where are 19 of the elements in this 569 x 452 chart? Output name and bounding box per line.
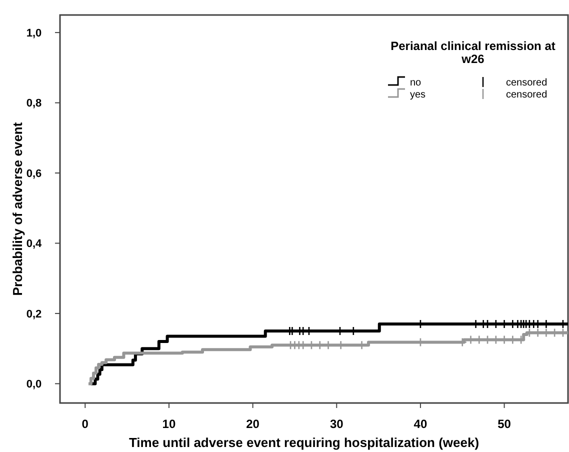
x-tick-label: 50 <box>498 417 512 431</box>
legend-label: censored <box>506 90 548 100</box>
legend-label: censored <box>506 78 548 88</box>
y-tick-label: 1,0 <box>26 27 42 40</box>
y-tick-label: 0,8 <box>26 98 42 110</box>
y-tick-label: 0,6 <box>26 168 42 180</box>
y-tick-label: 0,0 <box>26 378 42 391</box>
x-tick-label: 10 <box>162 417 176 431</box>
y-tick-label: 0,4 <box>26 238 43 250</box>
x-axis-title: Time until adverse event requiring hospitalization (week) <box>128 435 480 450</box>
y-axis-title: Probability of adverse event <box>10 122 25 296</box>
legend-label: no <box>410 78 422 88</box>
x-tick-label: 0 <box>82 417 89 431</box>
x-tick-label: 20 <box>246 417 260 431</box>
x-tick-label: 40 <box>414 417 428 431</box>
legend-label: yes <box>410 90 426 100</box>
legend-title: Perianal clinical remission at w26 <box>390 39 556 66</box>
x-tick-label: 30 <box>330 417 344 431</box>
y-tick-label: 0,2 <box>26 308 42 320</box>
